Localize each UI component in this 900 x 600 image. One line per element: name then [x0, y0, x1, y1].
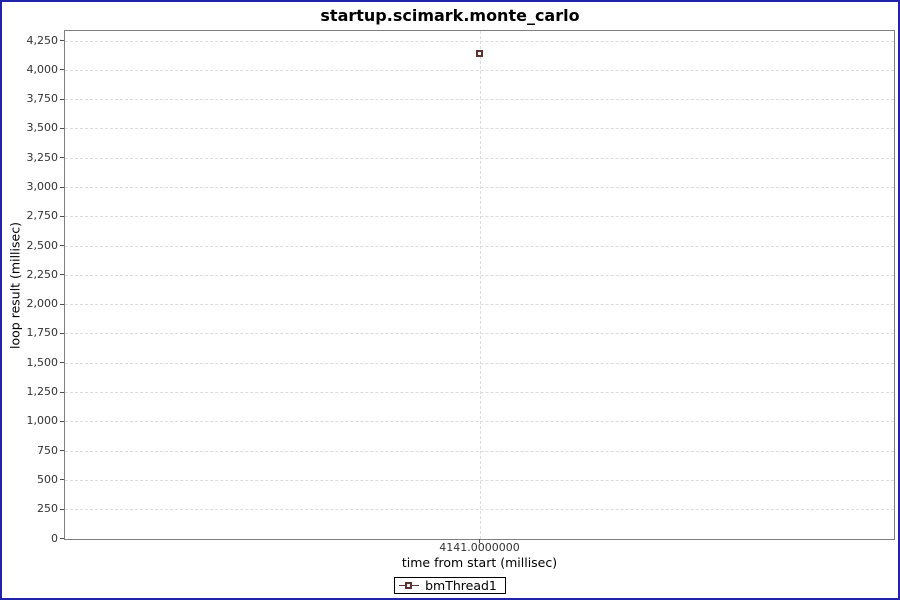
y-axis-label: loop result (millisec) [7, 222, 23, 349]
x-tick-mark [478, 539, 480, 543]
y-tick-label: 1,000 [26, 414, 59, 428]
y-tick-mark [60, 186, 64, 188]
y-tick-label: 3,000 [26, 180, 59, 194]
legend-series-label: bmThread1 [425, 578, 497, 593]
y-tick-mark [60, 215, 64, 217]
y-tick-mark [60, 538, 64, 539]
y-tick-mark [60, 391, 64, 393]
legend: bmThread1 [394, 577, 506, 594]
legend-row: bmThread1 [2, 577, 898, 594]
x-axis-label: time from start (millisec) [401, 555, 558, 570]
y-tick-label: 750 [37, 443, 58, 457]
y-tick-label: 2,250 [26, 267, 59, 281]
y-tick-label: 250 [37, 502, 58, 516]
y-tick-label: 4,000 [26, 62, 59, 76]
y-tick-label: 1,750 [26, 326, 59, 340]
chart-title: startup.scimark.monte_carlo [320, 6, 580, 25]
y-tick-label: 0 [51, 531, 58, 545]
y-tick-mark [60, 69, 64, 71]
legend-square-marker [405, 582, 413, 589]
y-tick-mark [60, 420, 64, 422]
y-tick-mark [60, 362, 64, 364]
y-tick-mark [60, 332, 64, 334]
y-tick-label: 4,250 [26, 33, 59, 47]
y-tick-mark [60, 127, 64, 129]
y-tick-mark [60, 479, 64, 481]
plot-area [64, 30, 895, 540]
y-tick-label: 500 [37, 472, 58, 486]
y-tick-mark [60, 157, 64, 159]
y-tick-mark [60, 508, 64, 510]
y-tick-mark [60, 303, 64, 305]
y-tick-mark [60, 450, 64, 452]
y-tick-label: 2,750 [26, 209, 59, 223]
y-tick-mark [60, 40, 64, 42]
y-tick-label: 3,750 [26, 92, 59, 106]
v-gridline [479, 31, 481, 539]
y-tick-label: 3,500 [26, 121, 59, 135]
y-tick-label: 2,000 [26, 297, 59, 311]
y-tick-mark [60, 274, 64, 276]
y-tick-label: 1,250 [26, 385, 59, 399]
y-tick-mark [60, 245, 64, 247]
data-point-marker [476, 50, 483, 58]
y-tick-label: 3,250 [26, 150, 59, 164]
y-tick-label: 1,500 [26, 355, 59, 369]
y-tick-label: 2,500 [26, 238, 59, 252]
y-tick-mark [60, 98, 64, 100]
series-marker-icon [399, 581, 420, 590]
x-axis-tick-label: 4141.0000000 [439, 541, 520, 554]
